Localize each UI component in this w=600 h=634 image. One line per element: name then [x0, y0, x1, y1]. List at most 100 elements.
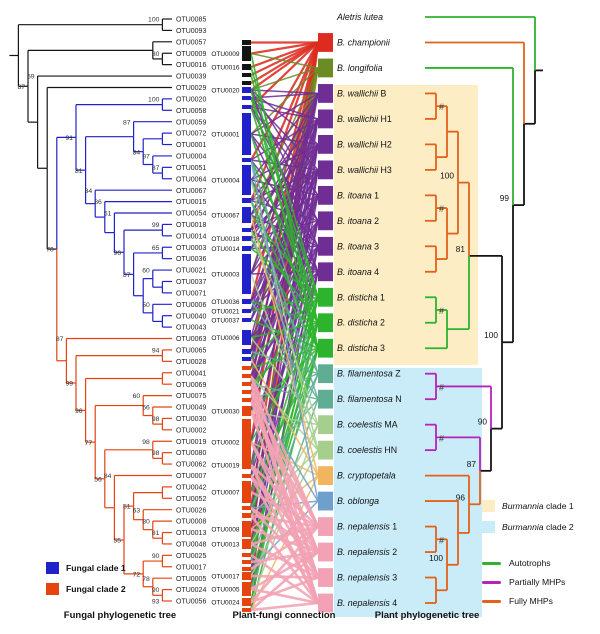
- otu-block-label: OTU0021: [211, 308, 240, 315]
- connection-line: [250, 601, 319, 612]
- bootstrap-label: 80: [142, 519, 150, 526]
- fungal-tip-label: OTU0042: [176, 484, 206, 491]
- connection-line: [250, 322, 319, 385]
- connection-line: [250, 200, 319, 400]
- plant-tip-label: B. wallichii H2: [337, 139, 392, 149]
- bootstrap-label: 84: [85, 188, 93, 195]
- otu-block: [242, 236, 251, 241]
- bootstrap-label: 87: [123, 272, 131, 279]
- plant-block: [318, 364, 333, 384]
- connection-line: [249, 410, 320, 604]
- otu-block: [242, 254, 251, 294]
- bootstrap-label: 100: [148, 96, 160, 103]
- bootstrap-label: 70: [46, 247, 54, 254]
- connection-line: [249, 514, 320, 604]
- fully-mhps-label: Fully MHPs: [509, 596, 553, 606]
- connection-line: [250, 347, 319, 493]
- fungal-tree-caption: Fungal phylogenetic tree: [63, 610, 177, 621]
- connection-line: [249, 464, 320, 579]
- fungal-tip-label: OTU0059: [176, 119, 206, 126]
- otu-block: [242, 582, 251, 596]
- otu-block-label: OTU0007: [211, 489, 240, 496]
- bootstrap-label: 90: [478, 417, 488, 427]
- plant-block: [318, 33, 333, 52]
- otu-block: [242, 474, 251, 478]
- connection-line: [249, 375, 320, 578]
- bootstrap-label: 51: [123, 504, 131, 511]
- fungal-tip-label: OTU0065: [176, 348, 206, 355]
- fungal-tip-label: OTU0063: [176, 336, 206, 343]
- burmannia-clade-2-box: [334, 368, 482, 617]
- otu-block: [242, 207, 251, 223]
- fungal-tip-label: OTU0020: [176, 96, 206, 103]
- plant-tip-label: B. nepalensis 2: [337, 547, 397, 557]
- otu-block: [242, 406, 251, 416]
- connection-line: [250, 383, 319, 400]
- otu-block: [242, 419, 251, 465]
- fungal-clade-1-label: Fungal clade 1: [66, 563, 126, 573]
- fungal-tip-label: OTU0008: [176, 519, 206, 526]
- connection-line: [250, 41, 319, 76]
- plant-tip-label: B. disticha 3: [337, 343, 385, 353]
- bootstrap-label: 98: [152, 450, 160, 457]
- otu-block: [242, 572, 251, 580]
- plant-block: [318, 287, 333, 307]
- plant-block: [318, 466, 333, 486]
- plant-tip-label: Aletris lutea: [336, 12, 383, 22]
- otu-block: [242, 228, 251, 232]
- plant-tip-label: B. filamentosa Z: [337, 369, 401, 379]
- fungal-tip-label: OTU0085: [176, 17, 206, 24]
- connection-line: [249, 475, 320, 604]
- fungal-tip-label: OTU0007: [176, 473, 206, 480]
- legend-item-burmannia-clade-2: Burmannia clade 2: [482, 521, 574, 533]
- bootstrap-label: 87: [467, 459, 477, 469]
- otu-block: [242, 366, 251, 370]
- connection-line: [250, 159, 319, 502]
- plant-block: [318, 84, 333, 103]
- fungal-tip-label: OTU0016: [176, 62, 206, 69]
- otu-block: [242, 73, 251, 77]
- otu-block-label: OTU0005: [211, 586, 240, 593]
- plant-tip-label: B. itoana 2: [337, 216, 379, 226]
- plant-tip-label: B. coelestis HN: [337, 445, 397, 455]
- bootstrap-label: 87: [152, 165, 160, 172]
- bootstrap-label: 86: [94, 199, 102, 206]
- fungal-tip-label: OTU0019: [176, 439, 206, 446]
- plant-block: [318, 211, 333, 231]
- fungal-tip-label: OTU0039: [176, 74, 206, 81]
- fungal-tip-label: OTU0025: [176, 553, 206, 560]
- plant-tip-label: B. coelestis MA: [337, 420, 398, 430]
- otu-block: [242, 105, 251, 109]
- fungal-tip-label: OTU0002: [176, 427, 206, 434]
- connection-line: [250, 159, 319, 374]
- plant-block: [318, 389, 333, 409]
- connection-line: [250, 375, 319, 451]
- fungal-tip-label: OTU0054: [176, 211, 206, 218]
- bootstrap-label: 100: [429, 553, 443, 563]
- connection-line: [250, 133, 319, 349]
- bootstrap-label: 87: [56, 336, 64, 343]
- fungal-tip-label: OTU0069: [176, 382, 206, 389]
- otu-block: [242, 246, 251, 251]
- plant-block: [318, 185, 333, 205]
- plant-tip-label: B. cryptopetala: [337, 471, 396, 481]
- bootstrap-label: 99: [65, 381, 73, 388]
- bootstrap-label: 96: [113, 250, 121, 257]
- otu-block: [242, 330, 251, 345]
- fungal-tip-label: OTU0021: [176, 268, 206, 275]
- bootstrap-label: 96: [75, 408, 83, 415]
- hash-mark: #: [439, 535, 444, 545]
- autotrophs-label: Autotrophs: [509, 558, 551, 568]
- connection-line: [250, 587, 319, 605]
- plant-tip-label: B. filamentosa N: [337, 394, 402, 404]
- bootstrap-label: 65: [152, 245, 160, 252]
- bootstrap-label: 81: [75, 168, 83, 175]
- plant-tip-label: B. disticha 1: [337, 292, 385, 302]
- plant-block: [318, 338, 333, 358]
- legend-item-autotrophs: Autotrophs: [482, 558, 565, 568]
- connection-line: [250, 179, 319, 451]
- fungal-tip-label: OTU0051: [176, 165, 206, 172]
- otu-block-label: OTU0002: [211, 439, 240, 446]
- plant-tip-label: B. wallichii H3: [337, 165, 392, 175]
- otu-block-label: OTU0020: [211, 87, 240, 94]
